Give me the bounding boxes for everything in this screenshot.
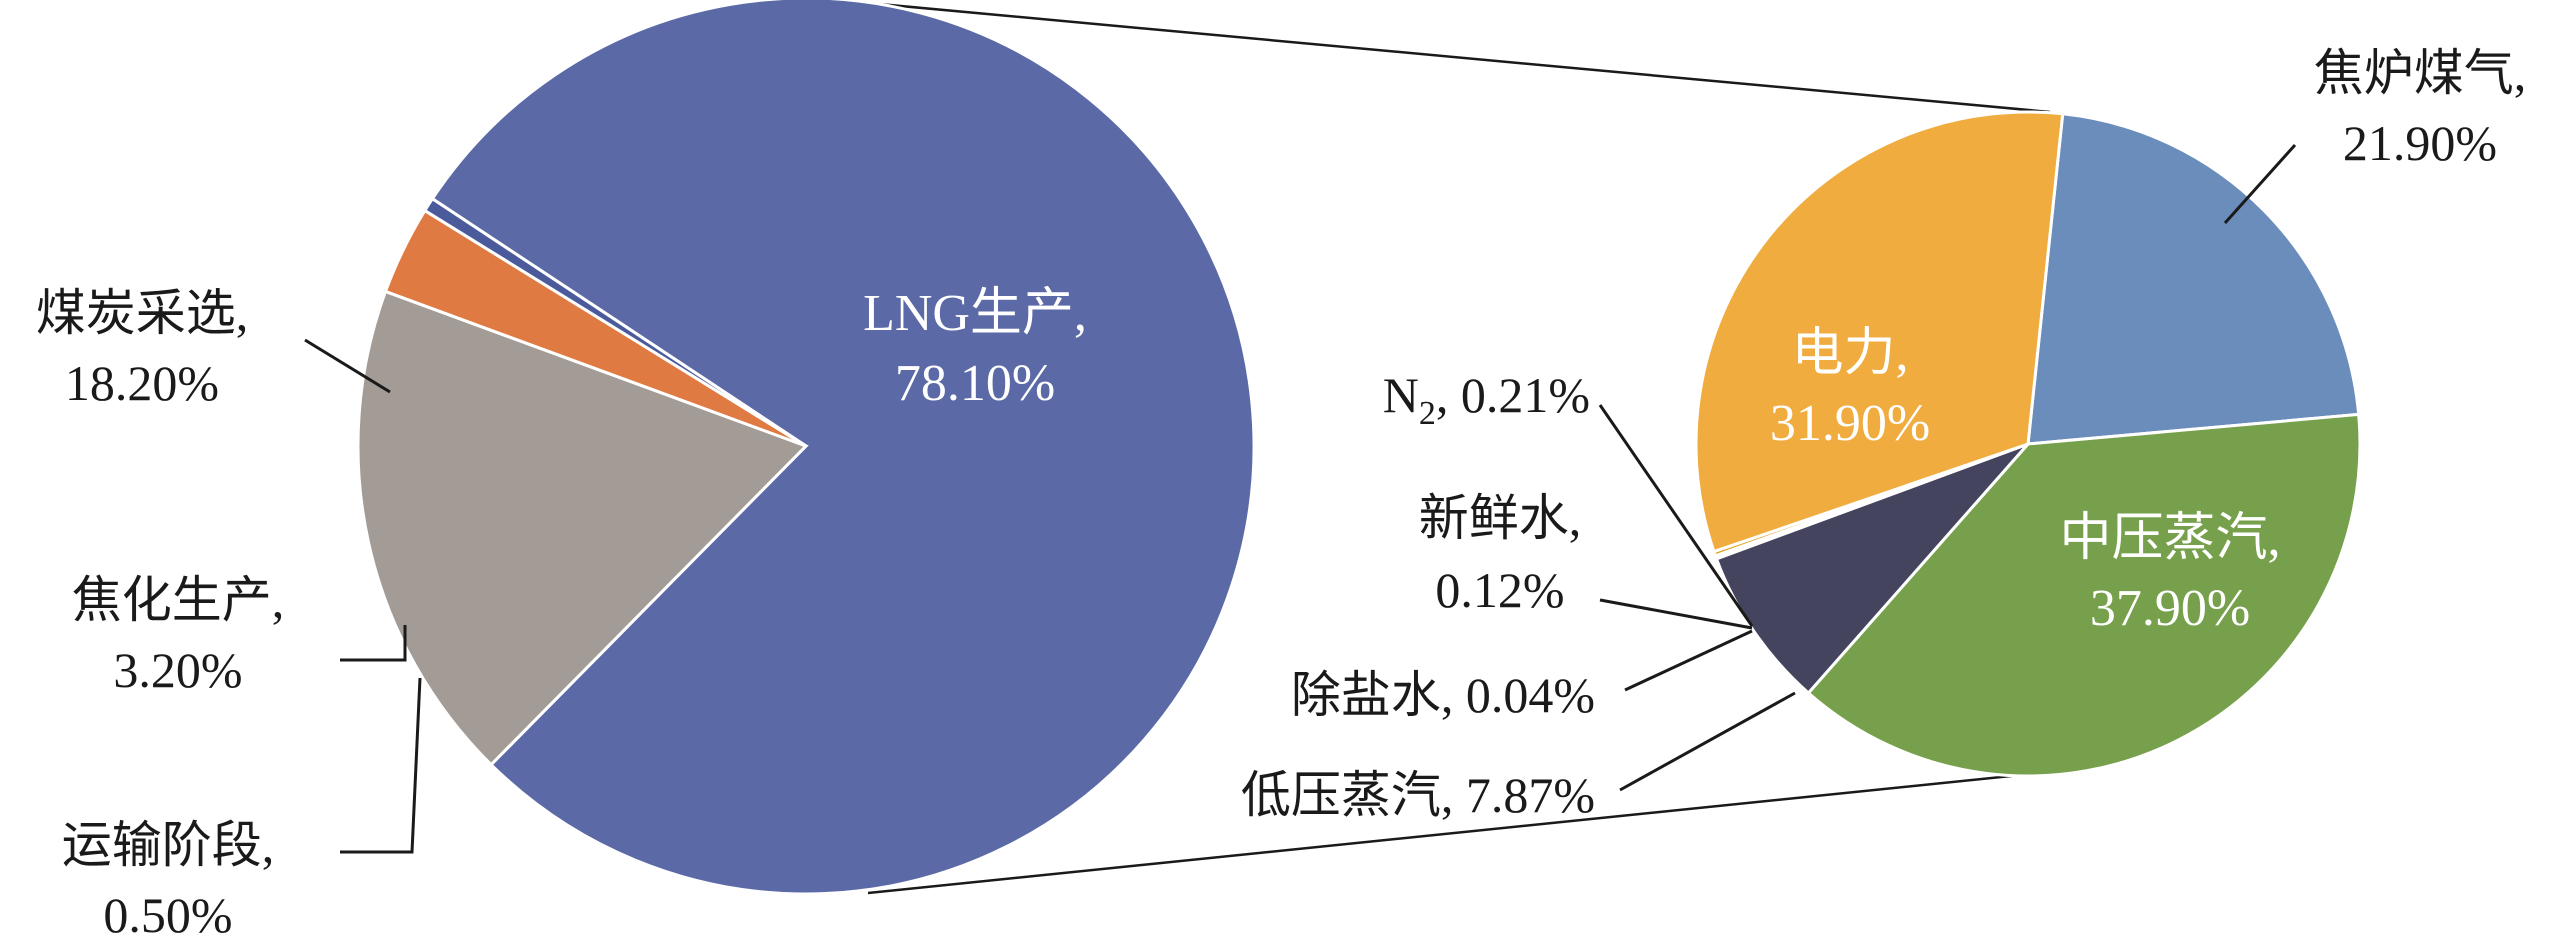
label-power-line1: 电力, [1791,325,1908,382]
label-mp-steam-line2: 37.90% [2090,580,2250,637]
label-lp-steam: 低压蒸汽, 7.87% [1241,767,1595,823]
main-pie-slice-1 [356,289,809,767]
label-lng-line2: 78.10% [895,355,1055,412]
leader-line-fresh-water [1599,598,1753,630]
connector-line-top [867,1,2051,114]
secondary-pie-slice-2 [1714,442,2030,696]
label-transport-line1: 运输阶段, [62,817,275,873]
label-coke-gas-line1: 焦炉煤气, [2314,45,2527,101]
label-coal-line2: 18.20% [65,355,219,411]
leader-line-transport [340,677,422,854]
label-fresh-water-line2: 0.12% [1435,562,1564,618]
label-transport-line2: 0.50% [103,887,232,943]
main-pie-slice-3 [422,196,807,448]
leader-line-demin-water [1624,629,1753,692]
label-n2: N2, 0.21% [1383,367,1590,432]
label-fresh-water-line1: 新鲜水, [1419,490,1582,546]
secondary-pie-slice-0 [2026,112,2361,446]
label-mp-steam-line1: 中压蒸汽, [2059,510,2280,567]
secondary-pie-slice-1 [1806,412,2362,778]
label-demin-water: 除盐水, 0.04% [1291,667,1595,723]
leader-line-coke-gas [2223,143,2297,225]
label-lng-line1: LNG生产, [863,285,1087,342]
secondary-pie [1694,110,2362,778]
label-coking-line1: 焦化生产, [72,572,285,628]
label-coke-gas-line2: 21.90% [2343,115,2497,171]
leader-line-lp-steam [1619,691,1796,792]
connector-line-bottom [867,770,2051,895]
label-power-line2: 31.90% [1770,395,1930,452]
main-pie [356,0,1256,896]
label-coal-line1: 煤炭采选, [36,285,249,341]
secondary-pie-slice-6 [1694,110,2065,554]
leader-line-coking [340,625,407,662]
main-pie-slice-0 [430,0,1256,896]
leader-line-n2 [1598,404,1754,627]
label-coking-line2: 3.20% [113,642,242,698]
leader-line-coal [304,338,391,394]
